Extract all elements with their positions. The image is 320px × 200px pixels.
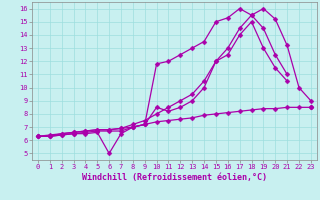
X-axis label: Windchill (Refroidissement éolien,°C): Windchill (Refroidissement éolien,°C) bbox=[82, 173, 267, 182]
